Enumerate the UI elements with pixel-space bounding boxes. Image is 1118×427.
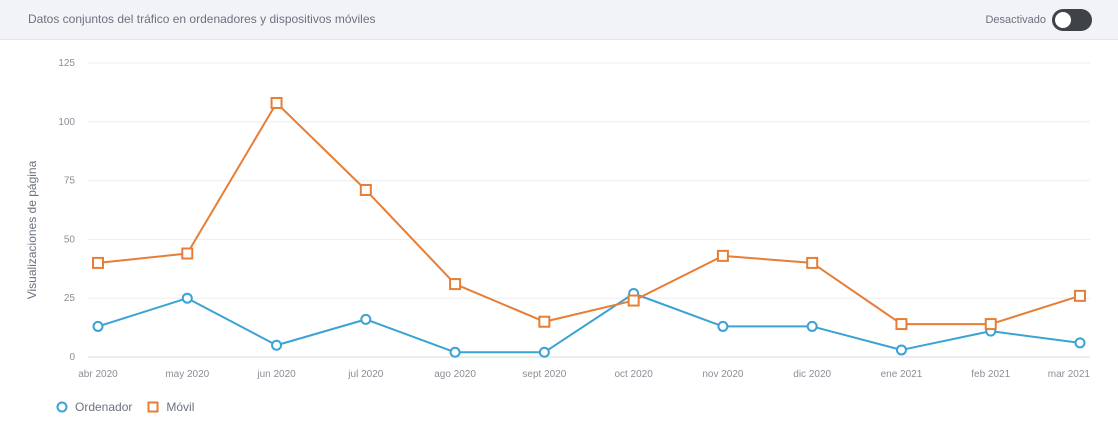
y-axis-title: Visualizaciones de página — [25, 160, 39, 299]
x-tick-label: dic 2020 — [793, 369, 831, 380]
data-point[interactable] — [717, 320, 729, 332]
toggle-knob — [1055, 12, 1071, 28]
toggle-group: Desactivado — [985, 8, 1092, 32]
data-point[interactable] — [806, 320, 818, 332]
toggle-label: Desactivado — [985, 14, 1046, 26]
legend-label-ordenador: Ordenador — [75, 400, 133, 414]
grid-lines — [88, 62, 1090, 358]
x-tick-label: jul 2020 — [347, 369, 383, 380]
y-tick-label: 25 — [64, 293, 76, 304]
legend-item-ordenador[interactable]: Ordenador — [55, 400, 132, 414]
x-tick-label: jun 2020 — [256, 369, 296, 380]
x-tick-label: sept 2020 — [522, 369, 566, 380]
y-tick-label: 75 — [64, 176, 76, 187]
data-point[interactable] — [449, 278, 462, 291]
x-tick-label: feb 2021 — [971, 369, 1010, 380]
series-ordenador — [92, 287, 1086, 358]
data-point[interactable] — [92, 320, 104, 332]
legend: Ordenador Móvil — [55, 400, 208, 414]
panel-header: Datos conjuntos del tráfico en ordenador… — [0, 0, 1118, 40]
x-axis-ticks: abr 2020 may 2020 jun 2020 jul 2020 ago 2020… — [78, 369, 1090, 380]
data-point[interactable] — [359, 184, 372, 197]
x-tick-label: abr 2020 — [78, 369, 118, 380]
x-tick-label: oct 2020 — [614, 369, 653, 380]
data-point[interactable] — [895, 344, 907, 356]
circle-marker-icon — [56, 401, 68, 413]
data-point[interactable] — [360, 313, 372, 325]
data-point[interactable] — [271, 339, 283, 351]
data-point[interactable] — [627, 294, 640, 307]
data-point[interactable] — [181, 247, 194, 260]
series-movil — [92, 96, 1086, 331]
x-tick-label: mar 2021 — [1048, 369, 1091, 380]
square-marker-icon — [147, 401, 159, 413]
data-point[interactable] — [270, 96, 283, 109]
legend-label-movil: Móvil — [166, 400, 195, 414]
data-point[interactable] — [716, 249, 729, 262]
y-axis-ticks: 0 25 50 75 100 125 — [58, 58, 75, 363]
line-chart: 0 25 50 75 100 125 abr 2020 may 2020 jun 2020 ju… — [25, 58, 1090, 380]
series-layer — [92, 96, 1086, 358]
y-tick-label: 100 — [58, 117, 75, 128]
data-point[interactable] — [449, 346, 461, 358]
series-line — [97, 101, 1081, 326]
y-tick-label: 0 — [69, 352, 75, 363]
data-point[interactable] — [984, 318, 997, 331]
data-point[interactable] — [92, 256, 104, 269]
x-tick-label: may 2020 — [165, 369, 209, 380]
x-tick-label: ago 2020 — [434, 369, 476, 380]
y-tick-label: 125 — [58, 58, 75, 69]
data-point[interactable] — [895, 318, 908, 331]
data-point[interactable] — [538, 346, 550, 358]
legend-item-movil[interactable]: Móvil — [146, 400, 194, 414]
x-tick-label: nov 2020 — [702, 369, 744, 380]
comparison-toggle[interactable] — [1052, 9, 1092, 31]
y-tick-label: 50 — [64, 234, 76, 245]
data-point[interactable] — [1074, 337, 1086, 349]
panel-title: Datos conjuntos del tráfico en ordenador… — [28, 12, 376, 26]
series-line — [97, 292, 1081, 354]
data-point[interactable] — [806, 256, 819, 269]
data-point[interactable] — [1074, 289, 1086, 302]
x-tick-label: ene 2021 — [881, 369, 923, 380]
data-point[interactable] — [538, 315, 551, 328]
data-point[interactable] — [181, 292, 193, 304]
